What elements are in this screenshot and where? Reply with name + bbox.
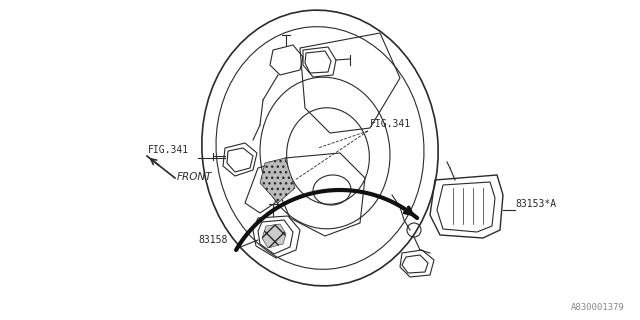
Polygon shape	[260, 158, 295, 203]
Text: 83158: 83158	[198, 235, 227, 245]
Text: FIG.341: FIG.341	[148, 145, 189, 155]
Polygon shape	[262, 224, 286, 248]
Text: FRONT: FRONT	[177, 172, 212, 182]
Text: A830001379: A830001379	[572, 303, 625, 312]
Text: 83153*A: 83153*A	[515, 199, 556, 209]
Text: FIG.341: FIG.341	[370, 119, 411, 129]
